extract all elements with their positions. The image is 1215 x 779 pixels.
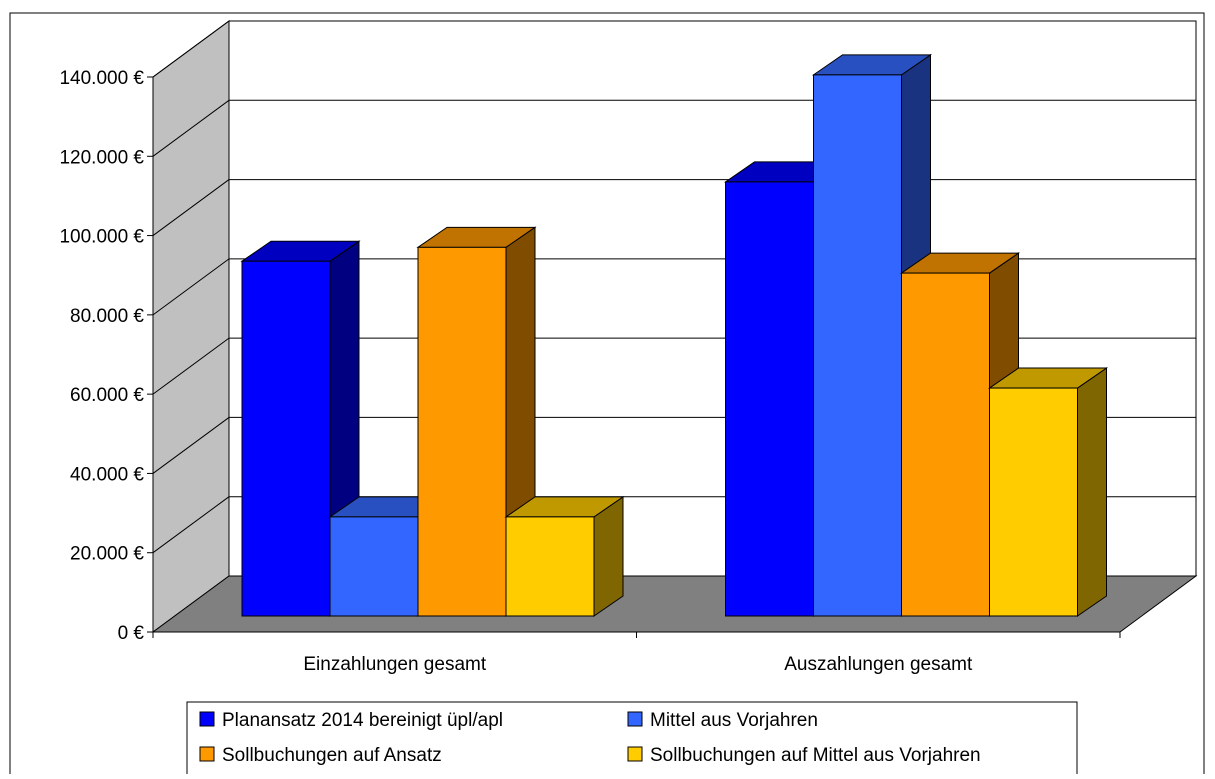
y-tick-label: 140.000 €: [59, 68, 144, 89]
y-tick-label: 100.000 €: [59, 227, 144, 248]
legend-label: Planansatz 2014 bereinigt üpl/apl: [222, 710, 503, 731]
grid-line-side: [152, 258, 230, 316]
grid-line-side: [152, 337, 230, 395]
bar-side: [593, 495, 624, 617]
bar: [241, 260, 331, 617]
grid-line-side: [152, 99, 230, 157]
grid-line-side: [152, 20, 230, 78]
x-tick-label: Auszahlungen gesamt: [784, 654, 973, 675]
y-tick-label: 40.000 €: [70, 464, 144, 485]
bar: [329, 516, 419, 617]
legend-box: [186, 701, 1078, 779]
side-wall: [152, 20, 230, 633]
legend-label: Sollbuchungen auf Ansatz: [222, 745, 442, 766]
bar: [813, 74, 902, 617]
y-tick-label: 120.000 €: [59, 147, 144, 168]
bar-side: [1077, 367, 1107, 617]
x-tick-label: Einzahlungen gesamt: [303, 654, 486, 675]
bar: [417, 246, 507, 617]
bar: [989, 387, 1078, 617]
y-tick-label: 20.000 €: [70, 544, 144, 565]
y-tick-label: 80.000 €: [70, 306, 144, 327]
legend: Planansatz 2014 bereinigt üpl/apl Mittel …: [186, 701, 1078, 779]
legend-swatch: [199, 746, 215, 762]
legend-label: Sollbuchungen auf Mittel aus Vorjahren: [650, 745, 981, 766]
legend-swatch: [627, 746, 643, 762]
legend-label: Mittel aus Vorjahren: [650, 710, 818, 731]
legend-swatch: [627, 711, 643, 727]
bar: [901, 272, 990, 617]
grid-line-side: [152, 179, 230, 236]
y-tick-label: 60.000 €: [70, 385, 144, 406]
chart-walls: [151, 20, 1198, 633]
y-tick-label: 0 €: [118, 623, 145, 644]
axes: 0 € 20.000 € 40.000 € 60.000 € 80.000 € 100.0…: [59, 68, 1121, 675]
bar: [505, 516, 595, 617]
bars: [240, 53, 1109, 617]
grid-line-side: [152, 496, 230, 554]
grid-line-side: [152, 417, 230, 474]
bar: [725, 181, 814, 617]
legend-swatch: [199, 711, 215, 727]
